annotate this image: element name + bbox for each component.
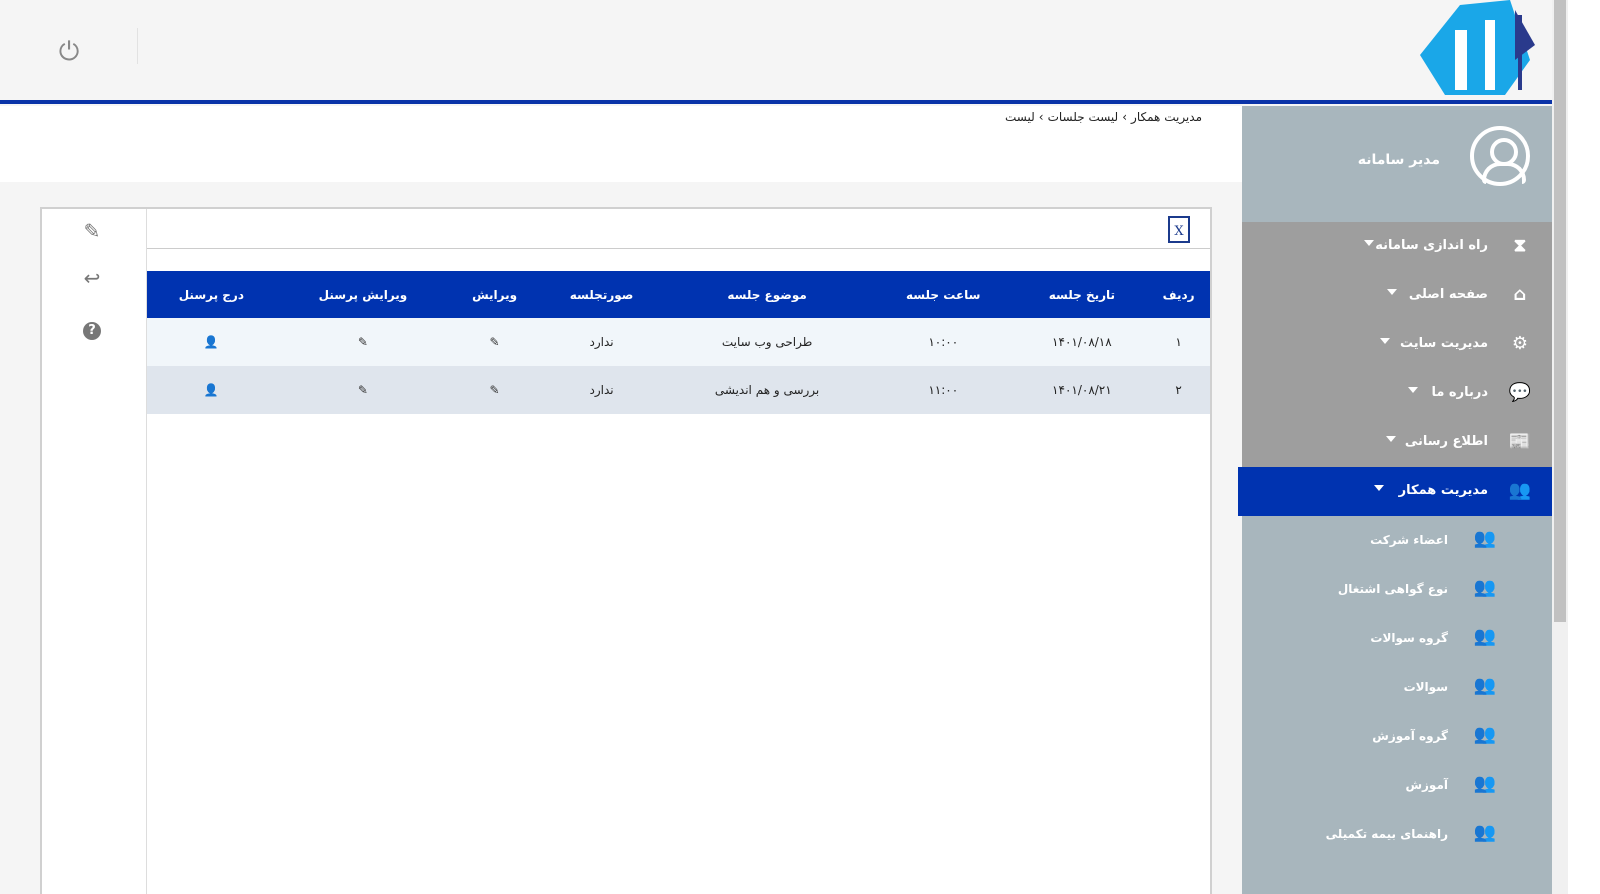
- label: مدیریت سایت: [1399, 336, 1488, 351]
- top-header: ⏻: [0, 0, 1552, 100]
- users-icon: 👥: [1473, 724, 1496, 745]
- header-accent-line: [0, 100, 1552, 104]
- label: راهنمای بیمه تکمیلی: [1325, 827, 1448, 841]
- label: گروه آموزش: [1372, 729, 1448, 743]
- label: سوالات: [1403, 680, 1448, 694]
- caret-down-icon: [1364, 240, 1374, 246]
- comments-icon: 💬: [1508, 382, 1532, 403]
- edit-icon[interactable]: ✎: [489, 335, 500, 349]
- cell: ندارد: [538, 318, 665, 366]
- cell: ۱۴۰۱/۰۸/۱۸: [1016, 318, 1148, 366]
- breadcrumb-item: لیست: [1005, 110, 1035, 124]
- users-icon: 👥: [1473, 577, 1496, 598]
- cell: ۲: [1147, 366, 1210, 414]
- add-personnel-user-icon[interactable]: 👤: [203, 335, 219, 349]
- excel-export-icon[interactable]: X: [1168, 216, 1190, 243]
- cell: ۱۴۰۱/۰۸/۲۱: [1016, 366, 1148, 414]
- gear-icon: ⚙: [1511, 333, 1529, 354]
- power-icon[interactable]: ⏻: [58, 37, 80, 67]
- cell: ۱۰:۰۰: [869, 318, 1017, 366]
- avatar-icon: [1470, 126, 1530, 186]
- sidebar-item-about[interactable]: 💬 درباره ما: [1242, 369, 1552, 418]
- edit-personnel-icon[interactable]: ✎: [357, 335, 368, 349]
- users-icon: 👥: [1473, 528, 1496, 549]
- label: صفحه اصلی: [1408, 287, 1488, 302]
- newspaper-icon: 📰: [1508, 431, 1532, 452]
- users-icon: 👥: [1508, 480, 1532, 501]
- submenu-item[interactable]: 👥 آموزش: [1242, 761, 1552, 810]
- column-header: تاریخ جلسه: [1016, 271, 1148, 318]
- users-icon: 👥: [1473, 773, 1496, 794]
- column-header: ساعت جلسه: [869, 271, 1017, 318]
- caret-down-icon: [1386, 436, 1396, 442]
- submenu-item[interactable]: 👥 گروه آموزش: [1242, 712, 1552, 761]
- sidebar-item-news[interactable]: 📰 اطلاع رسانی: [1242, 418, 1552, 467]
- page-edge: [1568, 0, 1600, 894]
- caret-down-icon: [1387, 289, 1397, 295]
- column-header: موضوع جلسه: [664, 271, 870, 318]
- column-header: درج پرسنل: [147, 271, 276, 318]
- profile-name: مدیر سامانه: [1357, 152, 1440, 168]
- label: درباره ما: [1431, 385, 1488, 400]
- users-icon: 👥: [1473, 675, 1496, 696]
- sidebar: مدیر سامانه ⧗ راه اندازی سامانه ⌂ صفحه اصل…: [1238, 106, 1552, 894]
- sidebar-item-home[interactable]: ⌂ صفحه اصلی: [1242, 271, 1552, 320]
- breadcrumb: مدیریت همکار›لیست جلسات›لیست: [1005, 110, 1202, 124]
- home-icon: ⌂: [1513, 284, 1527, 305]
- edit-personnel-icon[interactable]: ✎: [357, 383, 368, 397]
- label: گروه سوالات: [1370, 631, 1448, 645]
- profile: مدیر سامانه: [1242, 106, 1552, 222]
- sessions-table: ردیف تاریخ جلسه ساعت جلسه موضوع جلسه صور…: [147, 271, 1210, 414]
- label: مدیریت همکار: [1398, 483, 1488, 498]
- submenu-item[interactable]: 👥 گروه سوالات: [1242, 614, 1552, 663]
- breadcrumb-item[interactable]: لیست جلسات: [1047, 110, 1119, 124]
- scrollbar-thumb[interactable]: [1554, 0, 1566, 622]
- submenu-item[interactable]: 👥 راهنمای بیمه تکمیلی: [1242, 810, 1552, 859]
- label: آموزش: [1405, 778, 1448, 792]
- submenu-item[interactable]: 👥 نوع گواهی اشتغال: [1242, 565, 1552, 614]
- table-row: ۱ ۱۴۰۱/۰۸/۱۸ ۱۰:۰۰ طراحی وب سایت ندارد ✎…: [147, 318, 1210, 366]
- column-header: ویرایش پرسنل: [275, 271, 451, 318]
- cell: بررسی و هم اندیشی: [664, 366, 870, 414]
- breadcrumb-area: [0, 106, 1242, 182]
- table-row: ۲ ۱۴۰۱/۰۸/۲۱ ۱۱:۰۰ بررسی و هم اندیشی ندا…: [147, 366, 1210, 414]
- cell: طراحی وب سایت: [664, 318, 870, 366]
- caret-down-icon: [1408, 387, 1418, 393]
- breadcrumb-item[interactable]: مدیریت همکار: [1131, 110, 1202, 124]
- users-icon: 👥: [1473, 626, 1496, 647]
- caret-down-icon: [1380, 338, 1390, 344]
- export-bar: X: [147, 209, 1210, 249]
- logo: [1420, 0, 1535, 95]
- cell: ۱: [1147, 318, 1210, 366]
- label: اطلاع رسانی: [1404, 434, 1488, 449]
- label: نوع گواهی اشتغال: [1337, 582, 1448, 596]
- sidebar-item-site-management[interactable]: ⚙ مدیریت سایت: [1242, 320, 1552, 369]
- submenu-item[interactable]: 👥 سوالات: [1242, 663, 1552, 712]
- caret-down-icon: [1374, 485, 1384, 491]
- list-panel: ✎ ↩ ? X ردیف تاریخ جلسه ساعت جلسه موضوع …: [40, 207, 1212, 894]
- pencil-icon[interactable]: ✎: [83, 219, 101, 243]
- submenu-item[interactable]: 👥 اعضاء شرکت: [1242, 516, 1552, 565]
- column-header: صورتجلسه: [538, 271, 665, 318]
- toolbar: ✎ ↩ ?: [42, 209, 147, 894]
- sidebar-item-colleague-management[interactable]: 👥 مدیریت همکار: [1238, 467, 1552, 516]
- reply-back-icon[interactable]: ↩: [83, 266, 101, 290]
- add-personnel-user-icon[interactable]: 👤: [203, 383, 219, 397]
- hourglass-icon: ⧗: [1513, 235, 1527, 256]
- divider: [137, 28, 138, 64]
- sidebar-item-setup[interactable]: ⧗ راه اندازی سامانه: [1242, 222, 1552, 271]
- label: راه اندازی سامانه: [1375, 238, 1488, 253]
- edit-icon[interactable]: ✎: [489, 383, 500, 397]
- cell: ۱۱:۰۰: [869, 366, 1017, 414]
- users-icon: 👥: [1473, 822, 1496, 843]
- help-icon[interactable]: ?: [80, 315, 104, 340]
- column-header: ردیف: [1147, 271, 1210, 318]
- cell: ندارد: [538, 366, 665, 414]
- column-header: ویرایش: [450, 271, 539, 318]
- label: اعضاء شرکت: [1370, 533, 1448, 547]
